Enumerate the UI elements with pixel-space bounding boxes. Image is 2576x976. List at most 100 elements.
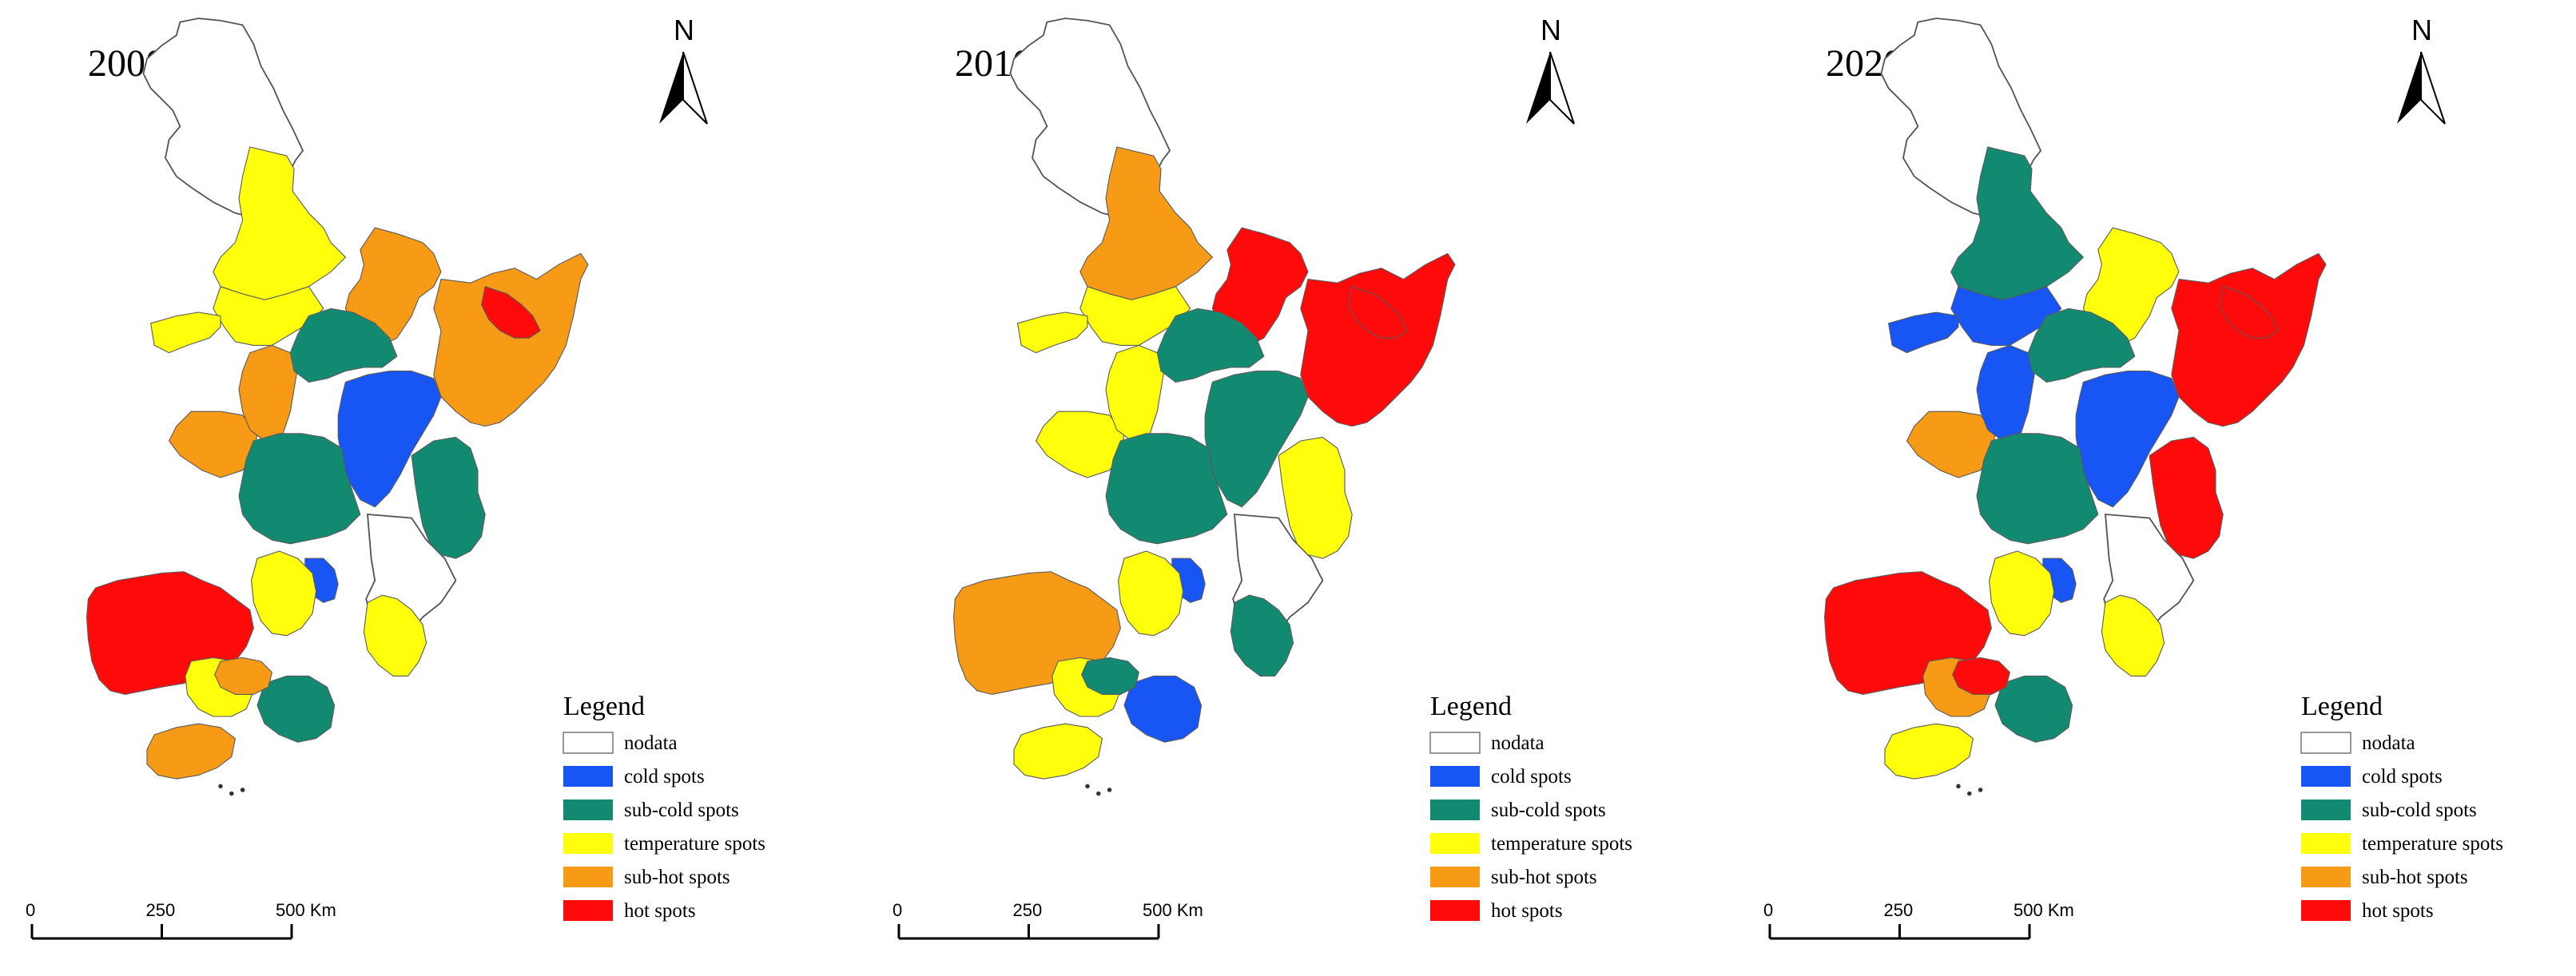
island-dot — [1978, 788, 1983, 792]
region-north_mid — [1079, 286, 1191, 346]
legend-swatch-cold — [1430, 766, 1480, 787]
scale-tick-label: 500 Km — [2013, 900, 2074, 920]
legend: Legend nodata cold spots sub-cold spots temp… — [563, 692, 765, 922]
region-centre — [1204, 371, 1309, 508]
region-east — [2171, 252, 2327, 427]
legend-title: Legend — [2301, 692, 2383, 721]
region-south_centre — [1976, 433, 2099, 545]
legend-label-subcold: sub-cold spots — [624, 799, 739, 821]
region-lower_right — [363, 594, 427, 676]
legend-label-cold: cold spots — [2362, 766, 2443, 788]
legend-label-subhot: sub-hot spots — [2362, 867, 2468, 888]
north-arrow-left — [659, 52, 683, 124]
legend-label-temperature: temperature spots — [624, 833, 765, 855]
region-north_mid — [1950, 286, 2062, 346]
region-south_low_mid — [1081, 657, 1139, 695]
region-ne_strip — [481, 286, 541, 339]
scale-tick-label: 0 — [26, 900, 35, 920]
legend-swatch-temperature — [1430, 833, 1480, 854]
legend-label-nodata: nodata — [1491, 732, 1544, 754]
region-east — [433, 252, 589, 427]
north-arrow-icon: N — [2397, 14, 2446, 125]
region-south_low_mid — [1952, 657, 2010, 695]
legend-title: Legend — [1430, 692, 1512, 721]
scale-tick-label: 500 Km — [276, 900, 336, 920]
region-west_small — [150, 311, 221, 354]
legend-swatch-hot — [2301, 900, 2351, 921]
region-south_centre — [1105, 433, 1228, 545]
scale-tick-label: 250 — [146, 900, 176, 920]
legend-label-subcold: sub-cold spots — [1491, 799, 1606, 821]
legend-swatch-cold — [563, 766, 613, 787]
region-west_small — [1888, 311, 1959, 354]
legend-swatch-cold — [2301, 766, 2351, 787]
scale-bar: 0 250 500 Km — [26, 900, 336, 940]
scale-tick-label: 250 — [1884, 900, 1914, 920]
region-south_centre — [238, 433, 361, 545]
map-regions — [86, 18, 589, 796]
region-lower_right — [1230, 594, 1294, 676]
region-sw_mid — [1989, 550, 2055, 637]
region-south_tip — [146, 723, 236, 780]
island-dot — [1096, 791, 1101, 796]
legend-label-temperature: temperature spots — [2362, 833, 2503, 855]
region-east_south — [411, 436, 486, 559]
region-east — [1300, 252, 1456, 427]
north-label: N — [674, 14, 694, 46]
island-dot — [1956, 784, 1961, 789]
region-ne_strip — [1348, 286, 1408, 339]
legend-swatch-nodata — [563, 732, 614, 754]
north-arrow-left — [2397, 52, 2421, 124]
region-centre — [337, 371, 442, 508]
region-south_low_mid — [214, 657, 272, 695]
legend-label-hot: hot spots — [2362, 900, 2434, 922]
region-lower_right — [2101, 594, 2165, 676]
scale-tick-label: 0 — [1763, 900, 1773, 920]
legend-swatch-subcold — [563, 799, 613, 820]
legend-swatch-temperature — [2301, 833, 2351, 854]
legend-swatch-hot — [1430, 900, 1480, 921]
region-far_west — [1036, 411, 1125, 478]
legend-swatch-subhot — [2301, 867, 2351, 887]
scale-bar: 0 250 500 Km — [1763, 900, 2074, 940]
island-dot — [240, 788, 245, 792]
scale-tick-label: 500 Km — [1143, 900, 1203, 920]
legend-label-cold: cold spots — [624, 766, 705, 788]
north-arrow-right — [682, 51, 708, 125]
region-centre — [2075, 371, 2180, 508]
island-dot — [1107, 788, 1112, 792]
region-south_centre_low — [256, 675, 336, 743]
region-south_tip — [1013, 723, 1103, 780]
legend-swatch-subhot — [1430, 867, 1480, 887]
legend-label-temperature: temperature spots — [1491, 833, 1632, 855]
legend-swatch-hot — [563, 900, 613, 921]
legend-swatch-temperature — [563, 833, 613, 854]
legend-label-subhot: sub-hot spots — [1491, 867, 1597, 888]
map-regions — [953, 18, 1456, 796]
legend-swatch-subcold — [2301, 799, 2351, 820]
map-regions — [1824, 18, 2327, 796]
region-sw_mid — [251, 550, 317, 637]
legend-label-nodata: nodata — [624, 732, 678, 754]
region-far_west — [169, 411, 258, 478]
scale-bar: 0 250 500 Km — [892, 900, 1203, 940]
legend-label-hot: hot spots — [1491, 900, 1563, 922]
island-dot — [1967, 791, 1972, 796]
legend-swatch-subhot — [563, 867, 613, 887]
north-arrow-right — [2420, 51, 2446, 125]
region-sw_mid — [1118, 550, 1184, 637]
region-south_centre_low — [1123, 675, 1203, 743]
north-label: N — [1540, 14, 1561, 46]
region-east_south — [1278, 436, 1353, 559]
legend-swatch-nodata — [1429, 732, 1481, 754]
legend-label-subhot: sub-hot spots — [624, 867, 730, 888]
legend-label-cold: cold spots — [1491, 766, 1572, 788]
north-arrow-icon: N — [1526, 14, 1575, 125]
legend: Legend nodata cold spots sub-cold spots temp… — [2300, 692, 2503, 922]
region-far_west — [1906, 411, 1996, 478]
region-east_south — [2149, 436, 2224, 559]
legend-label-hot: hot spots — [624, 900, 696, 922]
